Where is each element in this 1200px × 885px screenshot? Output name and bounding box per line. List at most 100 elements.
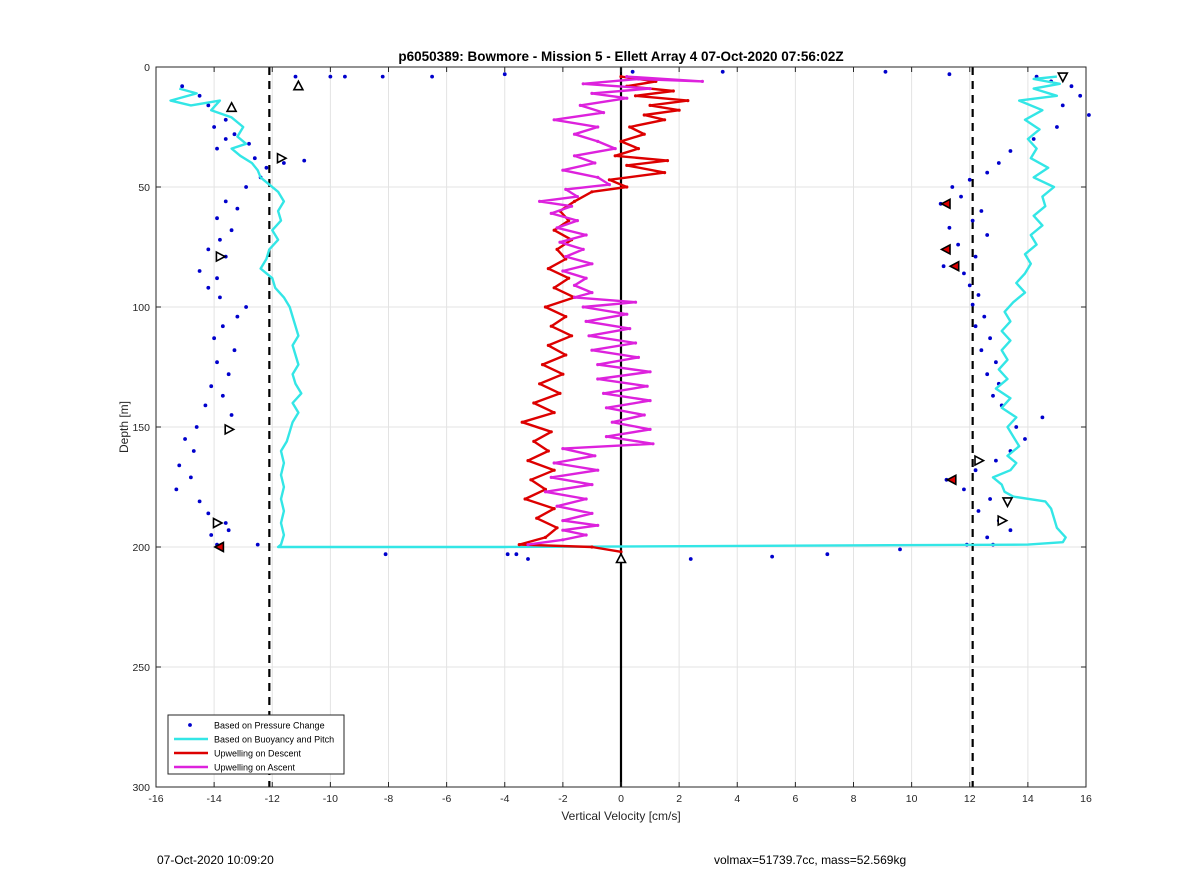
upwelling-on-ascent-line-vertex: [596, 139, 600, 143]
upwelling-on-descent-line-vertex: [535, 516, 539, 520]
pressure-change-point: [720, 69, 725, 74]
upwelling-on-descent-line: [518, 75, 689, 553]
pressure-change-point: [220, 393, 225, 398]
pressure-change-point: [293, 74, 298, 79]
upwelling-on-ascent-line-vertex: [596, 468, 600, 472]
pressure-change-point: [1008, 149, 1013, 153]
x-axis-ticks: -16 -14 -12 -10 -8 -6 -4 -2 0 2 4 6 8 10 12 14 16: [148, 67, 1092, 805]
upwelling-on-ascent-line-vertex: [578, 103, 582, 107]
upwelling-on-ascent-line-vertex: [610, 420, 614, 424]
pressure-change-point: [970, 302, 975, 307]
upwelling-on-ascent-line-vertex: [555, 226, 559, 230]
upwelling-on-descent-line-vertex: [642, 113, 646, 117]
triangle-down-marker: [1056, 72, 1069, 84]
upwelling-on-descent-line-vertex: [572, 199, 577, 203]
upwelling-on-ascent-line-vertex: [549, 475, 553, 479]
pressure-change-point: [220, 324, 225, 329]
upwelling-on-descent-line-vertex: [665, 159, 670, 163]
upwelling-on-ascent-line-vertex: [572, 295, 577, 299]
pressure-change-point: [223, 117, 228, 122]
upwelling-on-descent-line-vertex: [517, 543, 521, 547]
pressure-change-point: [180, 84, 185, 89]
upwelling-on-ascent-line-vertex: [648, 399, 652, 403]
pressure-change-point: [206, 511, 211, 516]
pressure-change-point: [223, 137, 228, 141]
pressure-change-point: [191, 449, 196, 453]
upwelling-on-descent-line-vertex: [523, 497, 527, 501]
upwelling-on-ascent-line-vertex: [572, 132, 577, 136]
pressure-change-point: [956, 242, 961, 247]
upwelling-on-descent-line-vertex: [564, 315, 568, 319]
upwelling-on-descent-line-vertex: [590, 545, 594, 549]
upwelling-on-ascent-line-vertex: [549, 211, 553, 215]
upwelling-on-descent-line-vertex: [607, 178, 611, 182]
upwelling-on-ascent-line-vertex: [561, 538, 565, 542]
pressure-change-point: [973, 324, 978, 329]
pressure-change-point: [209, 384, 214, 389]
pressure-change-point: [215, 216, 219, 221]
upwelling-on-descent-line-vertex: [677, 108, 681, 112]
x-tick-label: 16: [1080, 793, 1092, 805]
upwelling-on-ascent-line-vertex: [572, 154, 577, 158]
triangle-left-marker: [945, 473, 957, 486]
upwelling-on-descent-line-vertex: [546, 449, 550, 453]
pressure-change-point: [209, 533, 214, 537]
x-tick-label: 0: [618, 793, 624, 805]
x-tick-label: -10: [323, 793, 338, 805]
upwelling-on-ascent-line-vertex: [593, 454, 597, 458]
upwelling-on-ascent-line-vertex: [552, 461, 556, 465]
upwelling-on-ascent-line-vertex: [590, 91, 594, 95]
upwelling-on-ascent-line-vertex: [625, 312, 629, 316]
pressure-change-point: [215, 146, 219, 151]
pressure-change-point: [898, 547, 902, 552]
pressure-change-point: [264, 165, 269, 170]
pressure-change-point: [177, 463, 182, 468]
pressure-change-point: [430, 74, 434, 79]
pressure-change-point: [244, 305, 248, 309]
pressure-change-point: [973, 254, 978, 259]
upwelling-on-descent-line-vertex: [564, 353, 568, 357]
pressure-change-point: [959, 194, 963, 199]
upwelling-on-ascent-line-vertex: [584, 533, 588, 537]
upwelling-on-descent-line-vertex: [526, 459, 530, 463]
upwelling-on-descent-line-vertex: [619, 139, 623, 143]
pressure-change-point: [215, 276, 219, 281]
upwelling-on-ascent-line-vertex: [648, 370, 652, 374]
upwelling-on-ascent-line-vertex: [590, 483, 594, 487]
pressure-change-point: [302, 158, 307, 163]
pressure-change-point: [1055, 125, 1059, 129]
triangle-left-marker: [948, 260, 960, 273]
x-tick-label: 10: [906, 793, 918, 805]
pressure-change-point: [688, 557, 693, 561]
upwelling-on-ascent-line-vertex: [700, 79, 704, 83]
pressure-change-point: [226, 372, 231, 377]
pressure-change-point: [255, 542, 260, 547]
pressure-change-point: [526, 557, 530, 561]
triangle-right-marker: [215, 250, 227, 263]
pressure-change-point: [985, 535, 990, 540]
upwelling-on-ascent-line-vertex: [561, 528, 565, 532]
pressure-change-point: [1069, 84, 1074, 89]
upwelling-on-descent-line-vertex: [540, 363, 545, 367]
upwelling-on-ascent-line-vertex: [601, 111, 606, 115]
upwelling-on-ascent-line-vertex: [584, 233, 588, 237]
pressure-change-point: [502, 72, 507, 77]
upwelling-on-descent-line-vertex: [564, 257, 568, 261]
pressure-change-point: [215, 360, 219, 365]
upwelling-on-ascent-line-vertex: [569, 204, 574, 208]
upwelling-on-ascent-line-vertex: [587, 334, 591, 338]
upwelling-on-ascent-line-vertex: [607, 183, 611, 187]
upwelling-on-descent-line-vertex: [613, 154, 617, 158]
based-on-buoyancy-and-pitch-line: [169, 75, 1067, 549]
pressure-change-point: [218, 237, 222, 242]
x-tick-label: -14: [207, 793, 222, 805]
upwelling-on-ascent-line-vertex: [543, 490, 548, 494]
legend-label: Based on Buoyancy and Pitch: [214, 735, 334, 745]
upwelling-on-ascent-line-vertex: [645, 384, 649, 388]
upwelling-on-descent-line-vertex: [552, 507, 556, 511]
pressure-change-point: [343, 74, 347, 79]
upwelling-on-ascent-line-vertex: [558, 240, 562, 244]
y-tick-label: 0: [144, 62, 150, 74]
upwelling-on-ascent-line-vertex: [625, 96, 629, 100]
